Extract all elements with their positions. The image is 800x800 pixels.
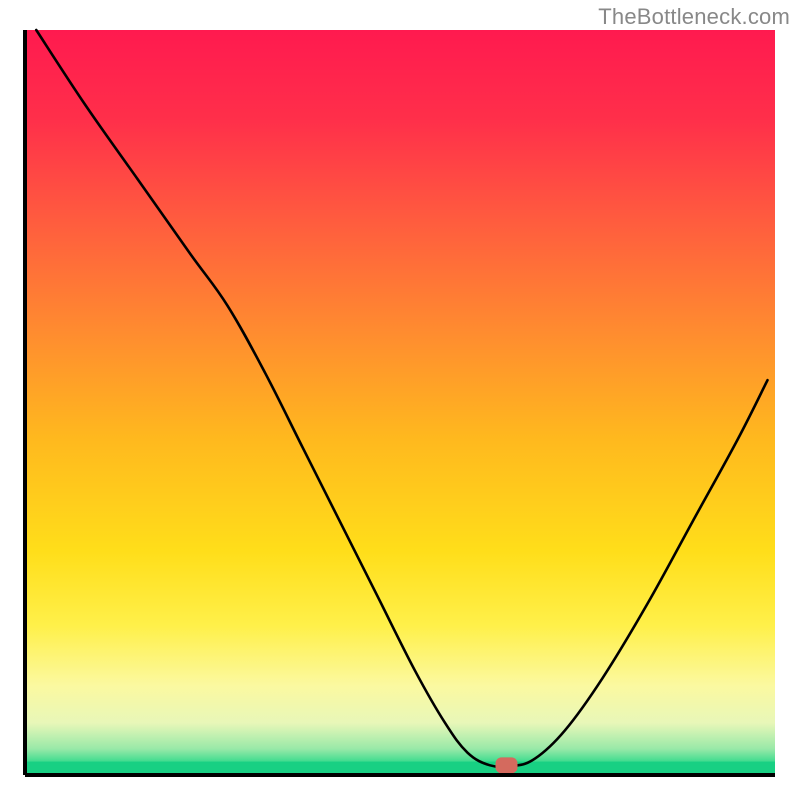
- watermark-text: TheBottleneck.com: [598, 4, 790, 30]
- bottleneck-chart: TheBottleneck.com: [0, 0, 800, 800]
- chart-svg: [0, 0, 800, 800]
- optimal-marker: [496, 757, 518, 773]
